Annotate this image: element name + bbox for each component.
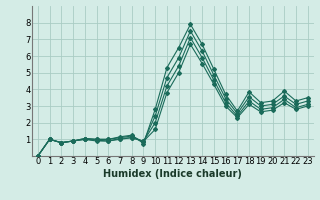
X-axis label: Humidex (Indice chaleur): Humidex (Indice chaleur) [103,169,242,179]
